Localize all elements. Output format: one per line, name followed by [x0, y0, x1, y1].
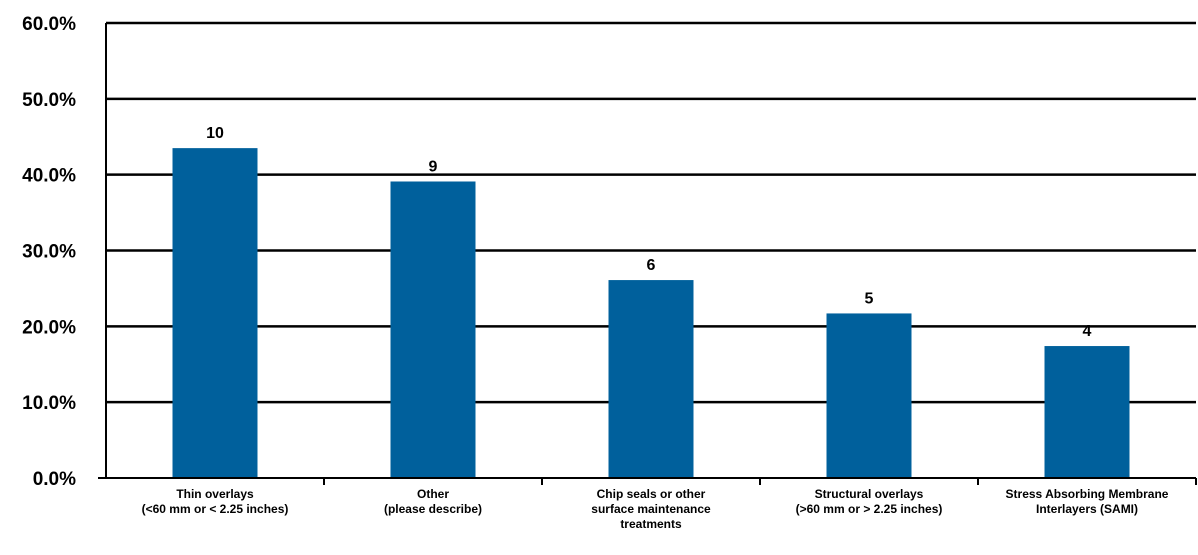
y-tick-label: 50.0% [22, 90, 76, 111]
bars [172, 148, 1130, 478]
bar [826, 313, 912, 478]
bar [608, 280, 694, 478]
data-label: 10 [206, 125, 224, 142]
x-category-labels: Thin overlays (<60 mm or < 2.25 inches) Ot… [142, 487, 1169, 531]
y-tick-label: 0.0% [33, 469, 76, 490]
y-tick-label: 30.0% [22, 242, 76, 263]
category-label: Stress Absorbing Membrane Interlayers (SA… [1006, 487, 1169, 516]
category-label: Thin overlays (<60 mm or < 2.25 inches) [142, 487, 289, 516]
y-tick-label: 10.0% [22, 393, 76, 414]
bar [172, 148, 258, 478]
data-label: 6 [647, 257, 656, 274]
data-labels: 10 9 6 5 4 [206, 125, 1091, 340]
category-label: Chip seals or other surface maintenance tr… [591, 487, 711, 531]
axes [98, 23, 1197, 485]
bar [1044, 346, 1130, 478]
y-tick-labels: 0.0% 10.0% 20.0% 30.0% 40.0% 50.0% 60.0% [22, 14, 76, 490]
gridlines [106, 21, 1196, 404]
data-label: 9 [429, 158, 438, 175]
bar [390, 181, 476, 478]
data-label: 4 [1083, 323, 1092, 340]
y-tick-label: 40.0% [22, 166, 76, 187]
data-label: 5 [865, 290, 874, 307]
category-label: Structural overlays (>60 mm or > 2.25 inc… [796, 487, 943, 516]
y-tick-label: 60.0% [22, 14, 76, 35]
y-tick-label: 20.0% [22, 317, 76, 338]
category-label: Other (please describe) [384, 487, 482, 516]
